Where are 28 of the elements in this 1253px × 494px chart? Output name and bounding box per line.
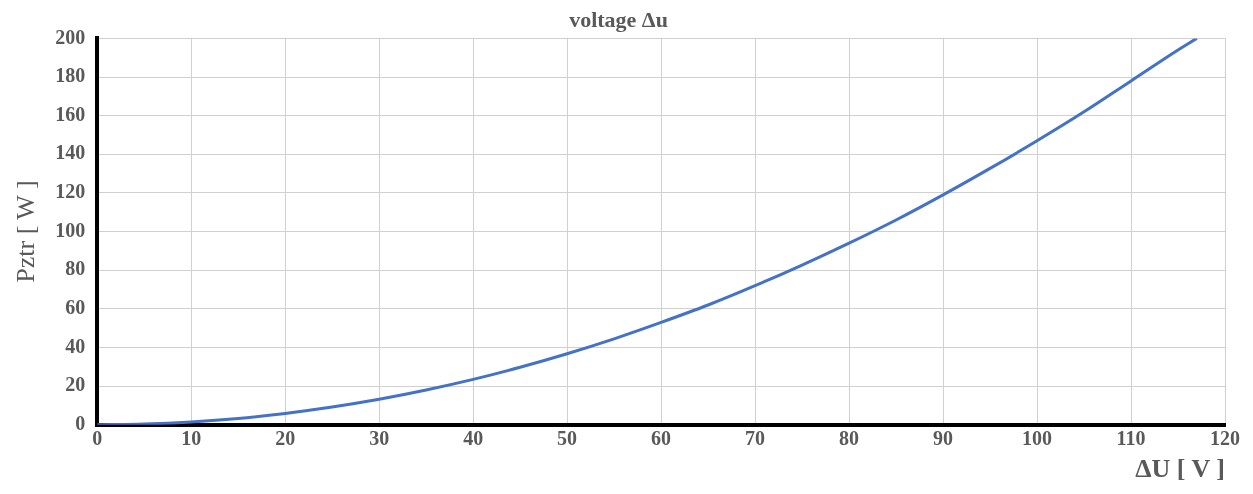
x-tick-label: 110 bbox=[1116, 426, 1146, 449]
x-tick-label: 30 bbox=[369, 426, 390, 449]
y-tick-label: 200 bbox=[55, 25, 86, 48]
line-series bbox=[97, 38, 1199, 425]
x-axis-title: ΔU [ V ] bbox=[1135, 454, 1225, 484]
y-tick-label: 20 bbox=[65, 373, 86, 396]
x-tick-label: 60 bbox=[651, 426, 672, 449]
chart-title: voltage Δu bbox=[569, 6, 668, 32]
x-tick-label: 40 bbox=[463, 426, 484, 449]
x-tick-label: 0 bbox=[92, 426, 103, 449]
y-tick-label: 180 bbox=[55, 64, 86, 87]
x-tick-label: 80 bbox=[839, 426, 860, 449]
x-tick-label: 90 bbox=[933, 426, 954, 449]
y-axis-title: Pztr [ W ] bbox=[11, 180, 41, 283]
y-tick-label: 80 bbox=[65, 257, 86, 280]
y-tick-label: 140 bbox=[55, 141, 86, 164]
y-tick-label: 0 bbox=[75, 411, 86, 434]
x-tick-label: 20 bbox=[275, 426, 296, 449]
x-tick-label: 10 bbox=[181, 426, 202, 449]
y-tick-label: 60 bbox=[65, 296, 86, 319]
x-tick-label: 120 bbox=[1210, 426, 1240, 449]
x-tick-label: 70 bbox=[745, 426, 766, 449]
x-tick-label: 50 bbox=[557, 426, 578, 449]
x-tick-label: 100 bbox=[1022, 426, 1053, 449]
y-tick-label: 160 bbox=[55, 102, 86, 125]
y-tick-label: 100 bbox=[55, 218, 86, 241]
y-tick-label: 40 bbox=[65, 334, 86, 357]
y-tick-label: 120 bbox=[55, 180, 86, 203]
